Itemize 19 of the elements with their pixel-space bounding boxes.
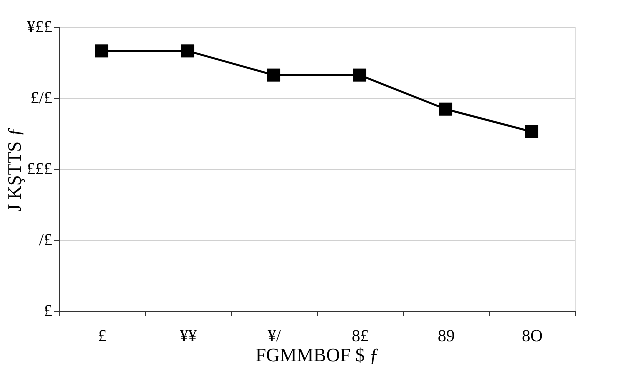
text: £££ bbox=[27, 160, 52, 178]
x-tick-label: ¥¥ bbox=[180, 326, 198, 346]
x-tick-label: 8O bbox=[522, 326, 543, 346]
x-tick-label: 8£ bbox=[352, 326, 369, 346]
y-axis-title: J KŞTTS ƒ bbox=[5, 127, 26, 212]
point bbox=[525, 125, 539, 138]
text: /£ bbox=[39, 230, 52, 250]
text: £/£ bbox=[30, 88, 52, 108]
point bbox=[267, 68, 281, 82]
point bbox=[181, 44, 195, 58]
text: £ bbox=[44, 302, 52, 320]
x-tick-label: ¥/ bbox=[268, 326, 282, 346]
x-axis-title: FGMMBOF $ ƒ bbox=[256, 346, 380, 366]
point bbox=[439, 102, 453, 116]
point bbox=[353, 68, 367, 82]
x-tick-label: £ bbox=[98, 326, 107, 346]
text: ¥££ bbox=[27, 18, 52, 36]
x-tick-label: 89 bbox=[438, 326, 455, 346]
point bbox=[95, 44, 109, 58]
